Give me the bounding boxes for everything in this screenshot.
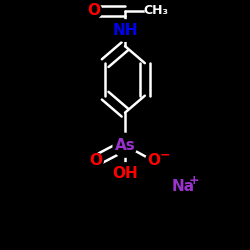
Circle shape <box>146 153 161 169</box>
Text: +: + <box>189 174 200 186</box>
Circle shape <box>146 0 167 22</box>
Circle shape <box>114 20 136 41</box>
Text: Na: Na <box>172 179 194 194</box>
Text: −: − <box>160 149 170 162</box>
Text: CH₃: CH₃ <box>144 4 169 17</box>
Text: NH: NH <box>112 23 138 38</box>
Circle shape <box>86 3 102 19</box>
Text: As: As <box>114 138 136 153</box>
Circle shape <box>114 163 136 184</box>
Circle shape <box>113 133 137 157</box>
Text: O: O <box>89 153 102 168</box>
Text: O: O <box>147 153 160 168</box>
Text: OH: OH <box>112 166 138 181</box>
Circle shape <box>87 153 103 169</box>
Text: O: O <box>87 3 100 18</box>
